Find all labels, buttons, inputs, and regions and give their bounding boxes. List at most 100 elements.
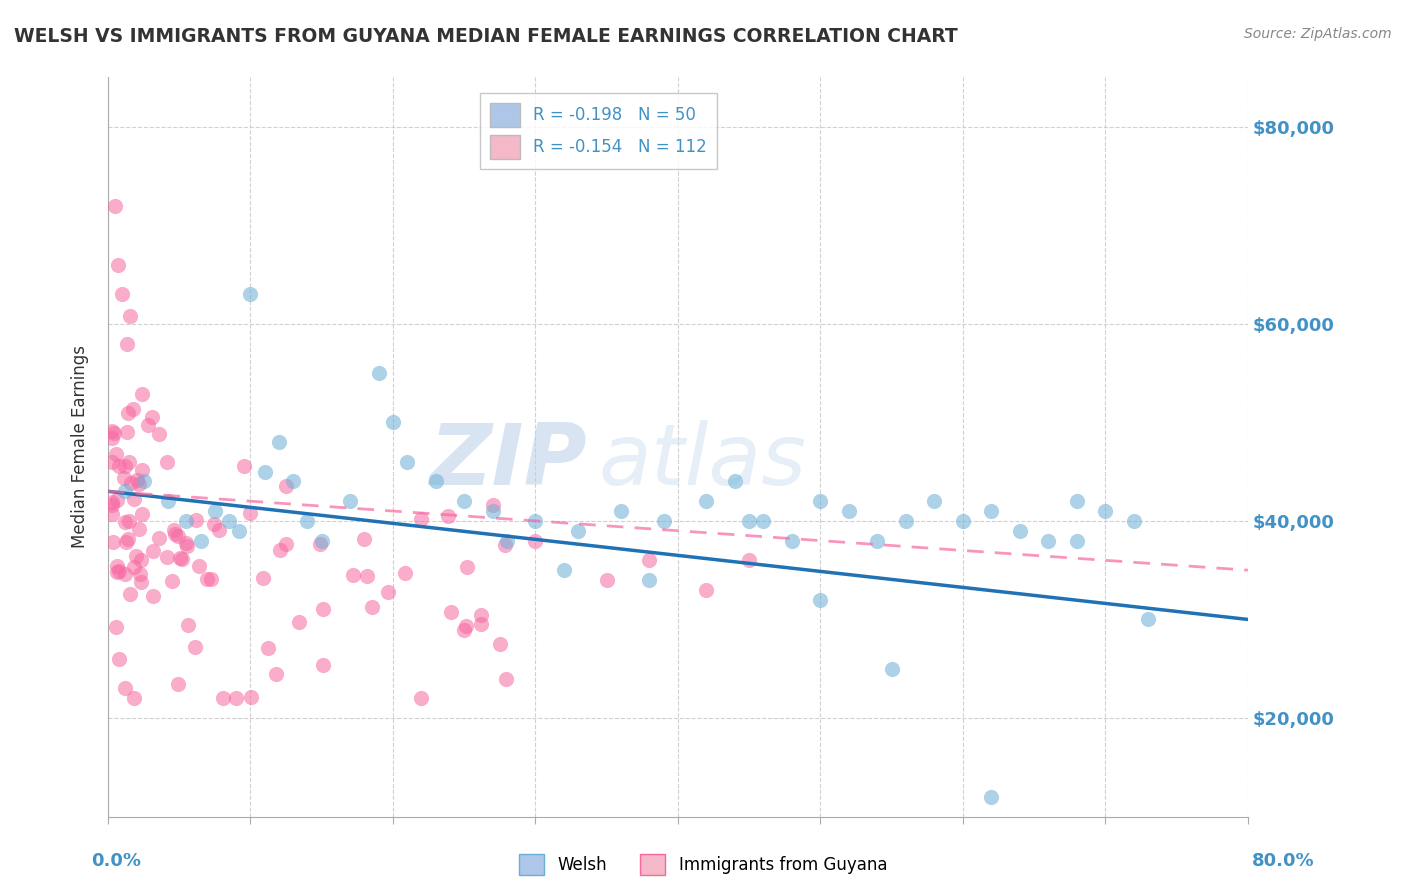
- Point: [239, 287, 262, 301]
- Point: [142, 544, 165, 558]
- Point: [101, 431, 124, 445]
- Point: [360, 599, 382, 614]
- Text: atlas: atlas: [598, 420, 806, 503]
- Point: [105, 447, 128, 461]
- Point: [166, 529, 188, 543]
- Point: [218, 514, 240, 528]
- Point: [780, 533, 803, 548]
- Point: [276, 537, 298, 551]
- Point: [141, 409, 163, 424]
- Point: [496, 533, 519, 548]
- Point: [367, 366, 389, 380]
- Point: [114, 458, 136, 473]
- Point: [470, 617, 492, 632]
- Point: [752, 514, 775, 528]
- Point: [114, 515, 136, 529]
- Legend: R = -0.198   N = 50, R = -0.154   N = 112: R = -0.198 N = 50, R = -0.154 N = 112: [479, 93, 717, 169]
- Point: [117, 532, 139, 546]
- Point: [1066, 533, 1088, 548]
- Point: [1008, 524, 1031, 538]
- Point: [239, 506, 262, 520]
- Point: [132, 475, 155, 489]
- Point: [610, 504, 633, 518]
- Point: [353, 532, 375, 546]
- Point: [638, 553, 661, 567]
- Point: [524, 533, 547, 548]
- Point: [142, 590, 165, 604]
- Point: [121, 401, 143, 416]
- Point: [127, 473, 149, 487]
- Point: [186, 513, 208, 527]
- Point: [1122, 514, 1144, 528]
- Point: [267, 435, 290, 450]
- Point: [252, 571, 274, 585]
- Point: [253, 465, 276, 479]
- Text: WELSH VS IMMIGRANTS FROM GUYANA MEDIAN FEMALE EARNINGS CORRELATION CHART: WELSH VS IMMIGRANTS FROM GUYANA MEDIAN F…: [14, 27, 957, 45]
- Point: [738, 553, 761, 567]
- Point: [128, 477, 150, 491]
- Point: [136, 418, 159, 433]
- Point: [172, 551, 194, 566]
- Point: [481, 504, 503, 518]
- Point: [1094, 504, 1116, 518]
- Point: [240, 690, 263, 705]
- Point: [339, 494, 361, 508]
- Point: [980, 789, 1002, 804]
- Point: [129, 552, 152, 566]
- Point: [122, 492, 145, 507]
- Point: [148, 531, 170, 545]
- Point: [440, 605, 463, 619]
- Point: [101, 498, 124, 512]
- Point: [233, 459, 256, 474]
- Point: [176, 539, 198, 553]
- Point: [167, 676, 190, 690]
- Point: [131, 387, 153, 401]
- Point: [342, 568, 364, 582]
- Point: [276, 479, 298, 493]
- Point: [156, 549, 179, 564]
- Point: [156, 494, 179, 508]
- Point: [190, 533, 212, 548]
- Point: [120, 309, 142, 323]
- Point: [437, 508, 460, 523]
- Point: [163, 523, 186, 537]
- Point: [409, 512, 432, 526]
- Point: [103, 425, 125, 440]
- Point: [129, 567, 152, 582]
- Point: [724, 475, 747, 489]
- Point: [454, 619, 477, 633]
- Point: [176, 514, 198, 528]
- Point: [952, 514, 974, 528]
- Point: [553, 563, 575, 577]
- Point: [122, 691, 145, 706]
- Point: [101, 455, 124, 469]
- Point: [165, 527, 187, 541]
- Point: [105, 558, 128, 573]
- Point: [495, 672, 517, 686]
- Point: [104, 620, 127, 634]
- Y-axis label: Median Female Earnings: Median Female Earnings: [72, 345, 89, 549]
- Point: [120, 476, 142, 491]
- Point: [200, 572, 222, 586]
- Point: [456, 560, 478, 574]
- Point: [195, 572, 218, 586]
- Point: [177, 617, 200, 632]
- Point: [880, 662, 903, 676]
- Point: [228, 524, 250, 538]
- Point: [101, 424, 124, 438]
- Point: [111, 287, 134, 301]
- Point: [312, 657, 335, 672]
- Point: [107, 258, 129, 272]
- Text: Source: ZipAtlas.com: Source: ZipAtlas.com: [1244, 27, 1392, 41]
- Point: [1038, 533, 1060, 548]
- Point: [212, 691, 235, 706]
- Point: [131, 507, 153, 521]
- Point: [184, 640, 207, 654]
- Point: [115, 336, 138, 351]
- Point: [105, 566, 128, 580]
- Point: [117, 406, 139, 420]
- Point: [114, 566, 136, 581]
- Point: [148, 426, 170, 441]
- Point: [103, 535, 125, 549]
- Point: [377, 584, 399, 599]
